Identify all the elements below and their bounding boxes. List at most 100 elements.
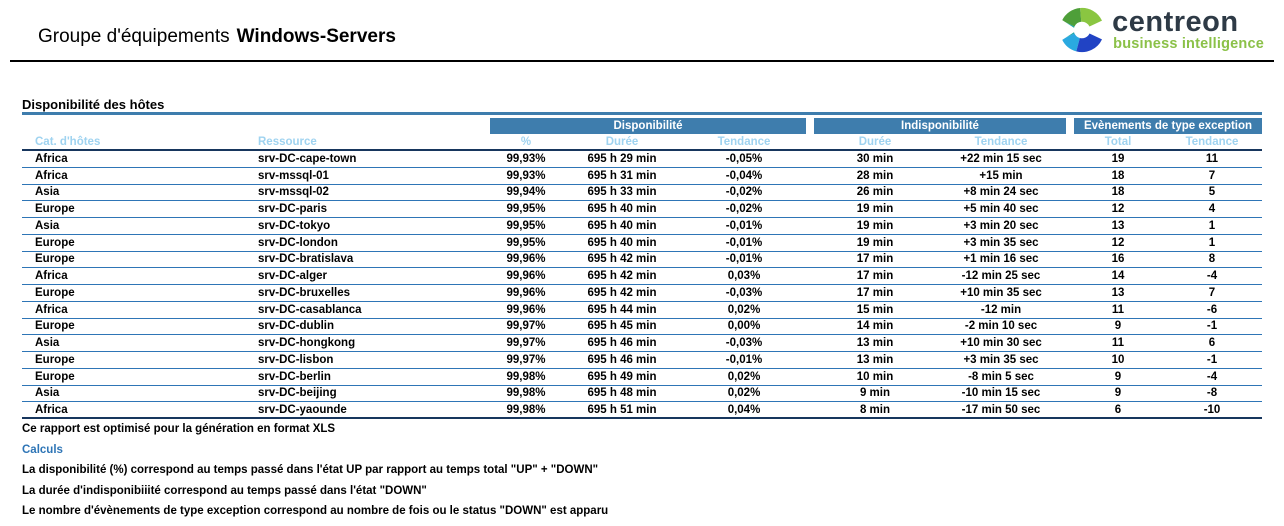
group-header-exceptions: Evènements de type exception bbox=[1074, 118, 1262, 134]
cell: 99,98% bbox=[506, 387, 546, 400]
cell: +10 min 30 sec bbox=[960, 337, 1042, 350]
cell: 13 bbox=[1111, 286, 1125, 299]
group-header-indisponibilite: Indisponibilité bbox=[814, 118, 1066, 134]
footer-calc-line-unavailability: La durée d'indisponibiiité correspond au… bbox=[22, 484, 427, 497]
cell: -0,01% bbox=[725, 236, 763, 249]
cell: -6 bbox=[1206, 303, 1218, 316]
cell: 0,04% bbox=[727, 403, 761, 416]
page-title-prefix: Groupe d'équipements bbox=[38, 26, 230, 47]
centreon-logo-name: centreon bbox=[1112, 5, 1239, 38]
cell: srv-DC-berlin bbox=[258, 370, 331, 383]
cell: 7 bbox=[1208, 169, 1216, 182]
cell: 695 h 44 min bbox=[587, 303, 657, 316]
cell: 19 bbox=[1111, 152, 1125, 165]
cell: 8 bbox=[1208, 253, 1216, 266]
cell: 5 bbox=[1208, 186, 1216, 199]
cell: +22 min 15 sec bbox=[960, 152, 1042, 165]
cell: Europe bbox=[35, 370, 75, 383]
cell: 695 h 29 min bbox=[587, 152, 657, 165]
cell: Asia bbox=[35, 186, 60, 199]
cell: 7 bbox=[1208, 286, 1216, 299]
cell: -0,01% bbox=[725, 353, 763, 366]
cell: 9 bbox=[1114, 370, 1122, 383]
cell: -12 min bbox=[980, 303, 1022, 316]
cell: 695 h 42 min bbox=[587, 286, 657, 299]
cell: 13 bbox=[1111, 219, 1125, 232]
cell: srv-DC-hongkong bbox=[258, 337, 356, 350]
cell: 0,00% bbox=[727, 320, 761, 333]
cell: +10 min 35 sec bbox=[960, 286, 1042, 299]
cell: srv-DC-dublin bbox=[258, 320, 335, 333]
cell: Africa bbox=[35, 403, 68, 416]
cell: 99,95% bbox=[506, 219, 546, 232]
table-row: Africa srv-DC-casablanca 99,96% 695 h 44 mi… bbox=[22, 302, 1262, 319]
group-header-disponibilite: Disponibilité bbox=[490, 118, 806, 134]
column-header-ressource: Ressource bbox=[258, 136, 317, 148]
header-divider bbox=[10, 60, 1274, 62]
cell: srv-DC-london bbox=[258, 236, 338, 249]
column-header-total: Total bbox=[1104, 136, 1132, 148]
cell: -8 min 5 sec bbox=[968, 370, 1034, 383]
cell: srv-DC-cape-town bbox=[258, 152, 357, 165]
cell: 11 bbox=[1205, 152, 1219, 165]
cell: 99,97% bbox=[506, 353, 546, 366]
cell: srv-mssql-02 bbox=[258, 186, 329, 199]
cell: 6 bbox=[1114, 403, 1122, 416]
cell: 695 h 40 min bbox=[587, 203, 657, 216]
column-header-row: Cat. d'hôtes Ressource % Durée Tendance … bbox=[22, 135, 1262, 151]
cell: Europe bbox=[35, 253, 75, 266]
cell: +8 min 24 sec bbox=[963, 186, 1039, 199]
table-row: Asia srv-mssql-02 99,94% 695 h 33 min -0,02%… bbox=[22, 185, 1262, 202]
column-header-pourcentage: % bbox=[520, 136, 532, 148]
cell: 0,03% bbox=[727, 270, 761, 283]
cell: 12 bbox=[1111, 236, 1125, 249]
report-footer: Ce rapport est optimisé pour la générati… bbox=[22, 423, 608, 526]
column-header-tendance-exceptions: Tendance bbox=[1185, 136, 1239, 148]
cell: 695 h 40 min bbox=[587, 219, 657, 232]
cell: 99,96% bbox=[506, 286, 546, 299]
table-row: Asia srv-DC-beijing 99,98% 695 h 48 min 0,02… bbox=[22, 386, 1262, 403]
cell: 19 min bbox=[856, 236, 894, 249]
cell: 0,02% bbox=[727, 387, 761, 400]
table-row: Africa srv-DC-cape-town 99,93% 695 h 29 min… bbox=[22, 151, 1262, 168]
cell: 9 bbox=[1114, 387, 1122, 400]
cell: 1 bbox=[1208, 219, 1216, 232]
cell: 695 h 48 min bbox=[587, 387, 657, 400]
cell: 99,93% bbox=[506, 152, 546, 165]
cell: +3 min 35 sec bbox=[963, 353, 1039, 366]
footer-note-xls: Ce rapport est optimisé pour la générati… bbox=[22, 423, 336, 435]
host-availability-table: Disponibilité Indisponibilité Evènements… bbox=[22, 118, 1262, 419]
cell: Europe bbox=[35, 320, 75, 333]
cell: -10 bbox=[1203, 403, 1221, 416]
cell: Asia bbox=[35, 337, 60, 350]
cell: 17 min bbox=[856, 286, 894, 299]
cell: 17 min bbox=[856, 270, 894, 283]
cell: 16 bbox=[1111, 253, 1125, 266]
cell: -17 min 50 sec bbox=[961, 403, 1041, 416]
cell: srv-mssql-01 bbox=[258, 169, 329, 182]
cell: 14 min bbox=[856, 320, 894, 333]
cell: 695 h 46 min bbox=[587, 337, 657, 350]
cell: 10 bbox=[1111, 353, 1125, 366]
footer-calc-line-exceptions: Le nombre d'évènements de type exception… bbox=[22, 505, 609, 517]
cell: 30 min bbox=[856, 152, 894, 165]
cell: 4 bbox=[1208, 203, 1216, 216]
cell: 11 bbox=[1111, 303, 1125, 316]
cell: Africa bbox=[35, 152, 68, 165]
cell: 9 bbox=[1114, 320, 1122, 333]
cell: 12 bbox=[1111, 203, 1125, 216]
table-row: Europe srv-DC-dublin 99,97% 695 h 45 min 0,0… bbox=[22, 319, 1262, 336]
cell: Africa bbox=[35, 303, 68, 316]
cell: -0,01% bbox=[725, 219, 763, 232]
cell: srv-DC-casablanca bbox=[258, 303, 362, 316]
table-row: Europe srv-DC-bruxelles 99,96% 695 h 42 min… bbox=[22, 285, 1262, 302]
cell: 695 h 45 min bbox=[587, 320, 657, 333]
cell: 13 min bbox=[856, 337, 894, 350]
cell: +1 min 16 sec bbox=[963, 253, 1039, 266]
cell: 8 min bbox=[859, 403, 891, 416]
column-header-cat-hotes: Cat. d'hôtes bbox=[35, 136, 101, 148]
cell: -0,04% bbox=[725, 169, 763, 182]
cell: -1 bbox=[1206, 353, 1218, 366]
cell: -0,02% bbox=[725, 203, 763, 216]
cell: 695 h 42 min bbox=[587, 270, 657, 283]
